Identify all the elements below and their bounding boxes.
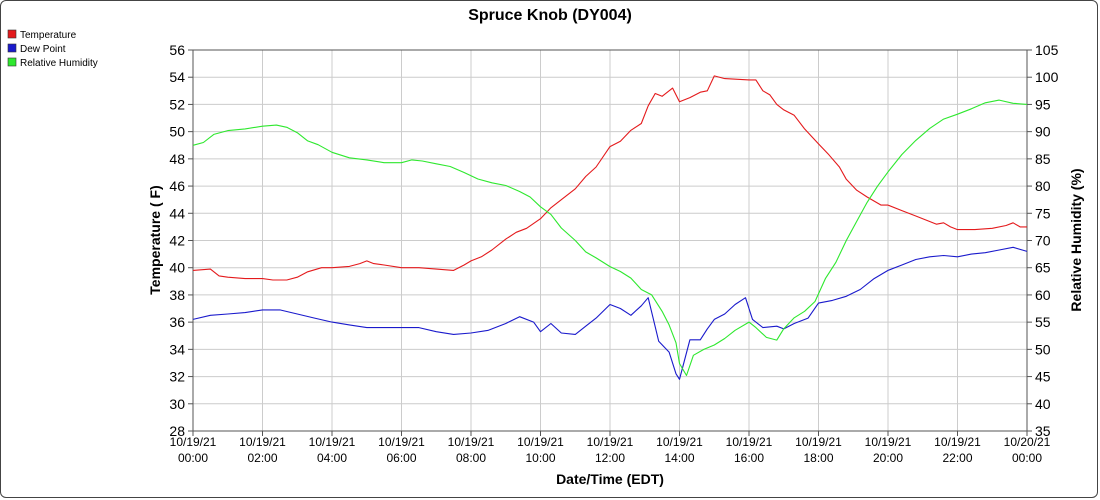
legend-swatch — [7, 57, 17, 67]
x-tick-date: 10/20/21 — [1004, 435, 1051, 449]
x-tick-date: 10/19/21 — [656, 435, 703, 449]
left-tick-label: 32 — [169, 369, 185, 385]
right-tick-label: 40 — [1035, 396, 1051, 412]
left-tick-label: 28 — [169, 423, 185, 439]
series-line-relative-humidity — [192, 99, 1028, 377]
x-tick-time: 00:00 — [1012, 451, 1042, 465]
x-tick-time: 10:00 — [525, 451, 555, 465]
legend-label: Dew Point — [20, 44, 66, 55]
right-tick-label: 55 — [1035, 314, 1051, 330]
right-tick-label: 70 — [1035, 233, 1051, 249]
x-tick-date: 10/19/21 — [934, 435, 981, 449]
x-tick-time: 14:00 — [664, 451, 694, 465]
left-tick-label: 38 — [169, 287, 185, 303]
left-tick-label: 36 — [169, 314, 185, 330]
left-axis-title: Temperature ( F) — [147, 185, 163, 294]
x-axis-title: Date/Time (EDT) — [556, 471, 664, 487]
x-tick-time: 12:00 — [595, 451, 625, 465]
x-tick-date: 10/19/21 — [448, 435, 495, 449]
legend-swatch — [7, 29, 17, 39]
chart-title: Spruce Knob (DY004) — [468, 7, 632, 24]
left-tick-label: 54 — [169, 69, 185, 85]
x-tick-time: 22:00 — [942, 451, 972, 465]
grid-layer — [192, 49, 1028, 432]
series-line-dew-point — [192, 246, 1028, 380]
left-tick-label: 30 — [169, 396, 185, 412]
right-tick-label: 105 — [1035, 42, 1059, 58]
legend: Temperature Dew Point Relative Humidity — [7, 29, 98, 69]
left-tick-label: 56 — [169, 42, 185, 58]
series-line-temperature — [192, 75, 1027, 281]
right-tick-label: 45 — [1035, 369, 1051, 385]
x-tick-date: 10/19/21 — [726, 435, 773, 449]
legend-swatch — [7, 43, 17, 53]
legend-label: Relative Humidity — [20, 58, 98, 69]
legend-label: Temperature — [20, 30, 77, 41]
x-axis-ticks: 10/19/21 00:00 10/19/21 02:00 10/19/21 04:00 1… — [170, 431, 1051, 465]
x-tick-time: 08:00 — [456, 451, 486, 465]
x-tick-date: 10/19/21 — [517, 435, 564, 449]
x-tick-time: 02:00 — [247, 451, 277, 465]
x-tick-date: 10/19/21 — [239, 435, 286, 449]
x-tick-date: 10/19/21 — [170, 435, 217, 449]
x-tick-time: 16:00 — [734, 451, 764, 465]
x-tick-time: 04:00 — [317, 451, 347, 465]
left-tick-label: 42 — [169, 233, 185, 249]
left-tick-label: 34 — [169, 341, 185, 357]
right-tick-label: 50 — [1035, 341, 1051, 357]
right-tick-label: 85 — [1035, 151, 1051, 167]
right-tick-label: 75 — [1035, 205, 1051, 221]
left-axis-ticks: 28 30 32 34 36 38 40 42 44 46 48 50 52 54 56 — [169, 42, 193, 439]
right-axis-ticks: 35 40 45 50 55 60 65 70 75 80 85 90 95 100 105 — [1027, 42, 1059, 439]
left-tick-label: 40 — [169, 260, 185, 276]
x-tick-time: 18:00 — [803, 451, 833, 465]
right-tick-label: 35 — [1035, 423, 1051, 439]
left-tick-label: 50 — [169, 124, 185, 140]
left-tick-label: 48 — [169, 151, 185, 167]
right-tick-label: 90 — [1035, 124, 1051, 140]
left-tick-label: 46 — [169, 178, 185, 194]
x-tick-date: 10/19/21 — [309, 435, 356, 449]
x-tick-time: 00:00 — [178, 451, 208, 465]
right-tick-label: 60 — [1035, 287, 1051, 303]
x-tick-date: 10/19/21 — [865, 435, 912, 449]
right-tick-label: 100 — [1035, 69, 1059, 85]
right-axis-title: Relative Humidity (%) — [1068, 168, 1084, 311]
x-tick-time: 20:00 — [873, 451, 903, 465]
right-tick-label: 95 — [1035, 96, 1051, 112]
left-tick-label: 52 — [169, 96, 185, 112]
x-tick-date: 10/19/21 — [378, 435, 425, 449]
x-tick-date: 10/19/21 — [587, 435, 634, 449]
x-tick-date: 10/19/21 — [795, 435, 842, 449]
right-tick-label: 80 — [1035, 178, 1051, 194]
right-tick-label: 65 — [1035, 260, 1051, 276]
series-layer — [192, 75, 1028, 380]
left-tick-label: 44 — [169, 205, 185, 221]
x-tick-time: 06:00 — [386, 451, 416, 465]
